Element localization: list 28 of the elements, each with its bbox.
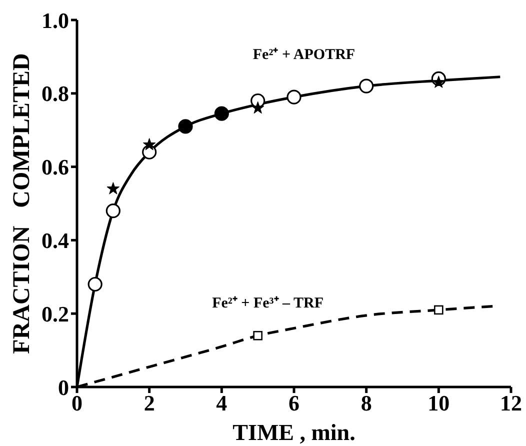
y-axis-title: FRACTION COMPLETED [9, 53, 35, 354]
y-tick-label: 0.6 [42, 154, 69, 180]
y-tick-label: 0 [58, 374, 69, 400]
y-tick-label: 1.0 [42, 8, 69, 33]
point [253, 330, 262, 340]
point [106, 204, 120, 218]
x-axis-title: TIME , min. [232, 420, 356, 445]
series-label: Fe²⁺ + APOTRF [252, 47, 356, 64]
x-tick-label: 10 [428, 390, 450, 416]
x-tick-label: 4 [216, 390, 228, 416]
y-tick-label: 0.4 [42, 228, 69, 254]
x-tick-label: 8 [360, 390, 372, 416]
x-tick-label: 6 [288, 390, 300, 416]
point [434, 305, 444, 315]
point [88, 276, 102, 292]
point [178, 119, 193, 134]
y-tick-label: 0.8 [42, 81, 69, 106]
point [359, 78, 374, 94]
point [214, 106, 229, 121]
series-label: Fe²⁺ + Fe³⁺ – TRF [212, 296, 324, 312]
point [142, 138, 156, 150]
point [432, 76, 446, 88]
point [286, 90, 302, 104]
x-tick-label: 2 [144, 390, 155, 416]
y-tick-label: 0.2 [42, 301, 69, 326]
x-tick-label: 12 [500, 390, 522, 416]
point [251, 101, 264, 114]
point [106, 182, 120, 194]
